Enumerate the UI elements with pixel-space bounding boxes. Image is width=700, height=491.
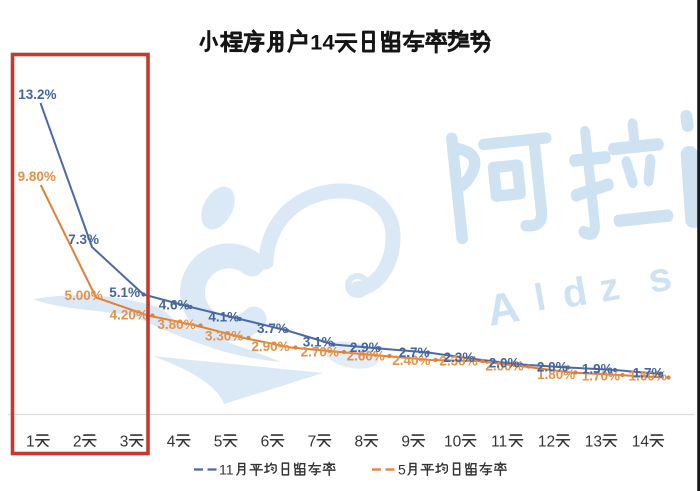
svg-text:4: 4 (167, 434, 176, 451)
svg-text:4.6%: 4.6% (159, 297, 190, 312)
svg-text:2.90%: 2.90% (251, 339, 289, 354)
svg-text:1: 1 (310, 31, 322, 55)
svg-text:12: 12 (538, 434, 555, 451)
svg-text:13.2%: 13.2% (18, 87, 56, 102)
svg-text:5.1%: 5.1% (109, 285, 140, 300)
svg-text:1.9%: 1.9% (582, 361, 613, 376)
svg-text:5: 5 (398, 462, 406, 478)
svg-text:2.30%: 2.30% (439, 353, 477, 368)
svg-text:11: 11 (219, 462, 234, 478)
svg-text:2.9%: 2.9% (350, 340, 381, 355)
svg-text:1.60%: 1.60% (629, 369, 667, 384)
svg-text:7.3%: 7.3% (68, 232, 99, 247)
svg-text:5.00%: 5.00% (64, 288, 102, 303)
svg-text:2.0%: 2.0% (489, 355, 520, 370)
svg-text:11: 11 (491, 434, 507, 451)
svg-text:3.30%: 3.30% (205, 329, 243, 344)
svg-text:9.80%: 9.80% (18, 169, 56, 184)
svg-text:1.80%: 1.80% (537, 367, 575, 382)
svg-text:1.70%: 1.70% (582, 368, 620, 383)
svg-text:3.7%: 3.7% (257, 321, 288, 336)
svg-text:2.00%: 2.00% (485, 358, 523, 373)
svg-text:8: 8 (355, 434, 364, 451)
svg-text:14: 14 (632, 434, 650, 451)
svg-text:13: 13 (585, 434, 602, 451)
svg-text:6: 6 (261, 434, 270, 451)
svg-text:4: 4 (323, 31, 335, 55)
svg-text:9: 9 (401, 434, 410, 451)
svg-text:3: 3 (120, 434, 129, 451)
svg-text:2.3%: 2.3% (444, 350, 475, 365)
svg-text:10: 10 (444, 434, 462, 451)
svg-text:4.20%: 4.20% (110, 308, 148, 323)
svg-text:2.0%: 2.0% (537, 359, 568, 374)
svg-text:2.40%: 2.40% (392, 353, 430, 368)
svg-text:4.1%: 4.1% (208, 309, 239, 324)
svg-text:2.60%: 2.60% (347, 348, 385, 363)
svg-text:5: 5 (214, 434, 223, 451)
svg-text:7: 7 (308, 434, 317, 451)
svg-text:2.70%: 2.70% (301, 344, 339, 359)
svg-text:2.7%: 2.7% (399, 345, 430, 360)
svg-text:1.7%: 1.7% (633, 366, 664, 381)
svg-text:3.1%: 3.1% (303, 335, 334, 350)
svg-text:1: 1 (26, 434, 35, 451)
svg-text:2: 2 (73, 434, 82, 451)
svg-text:3.80%: 3.80% (157, 317, 195, 332)
